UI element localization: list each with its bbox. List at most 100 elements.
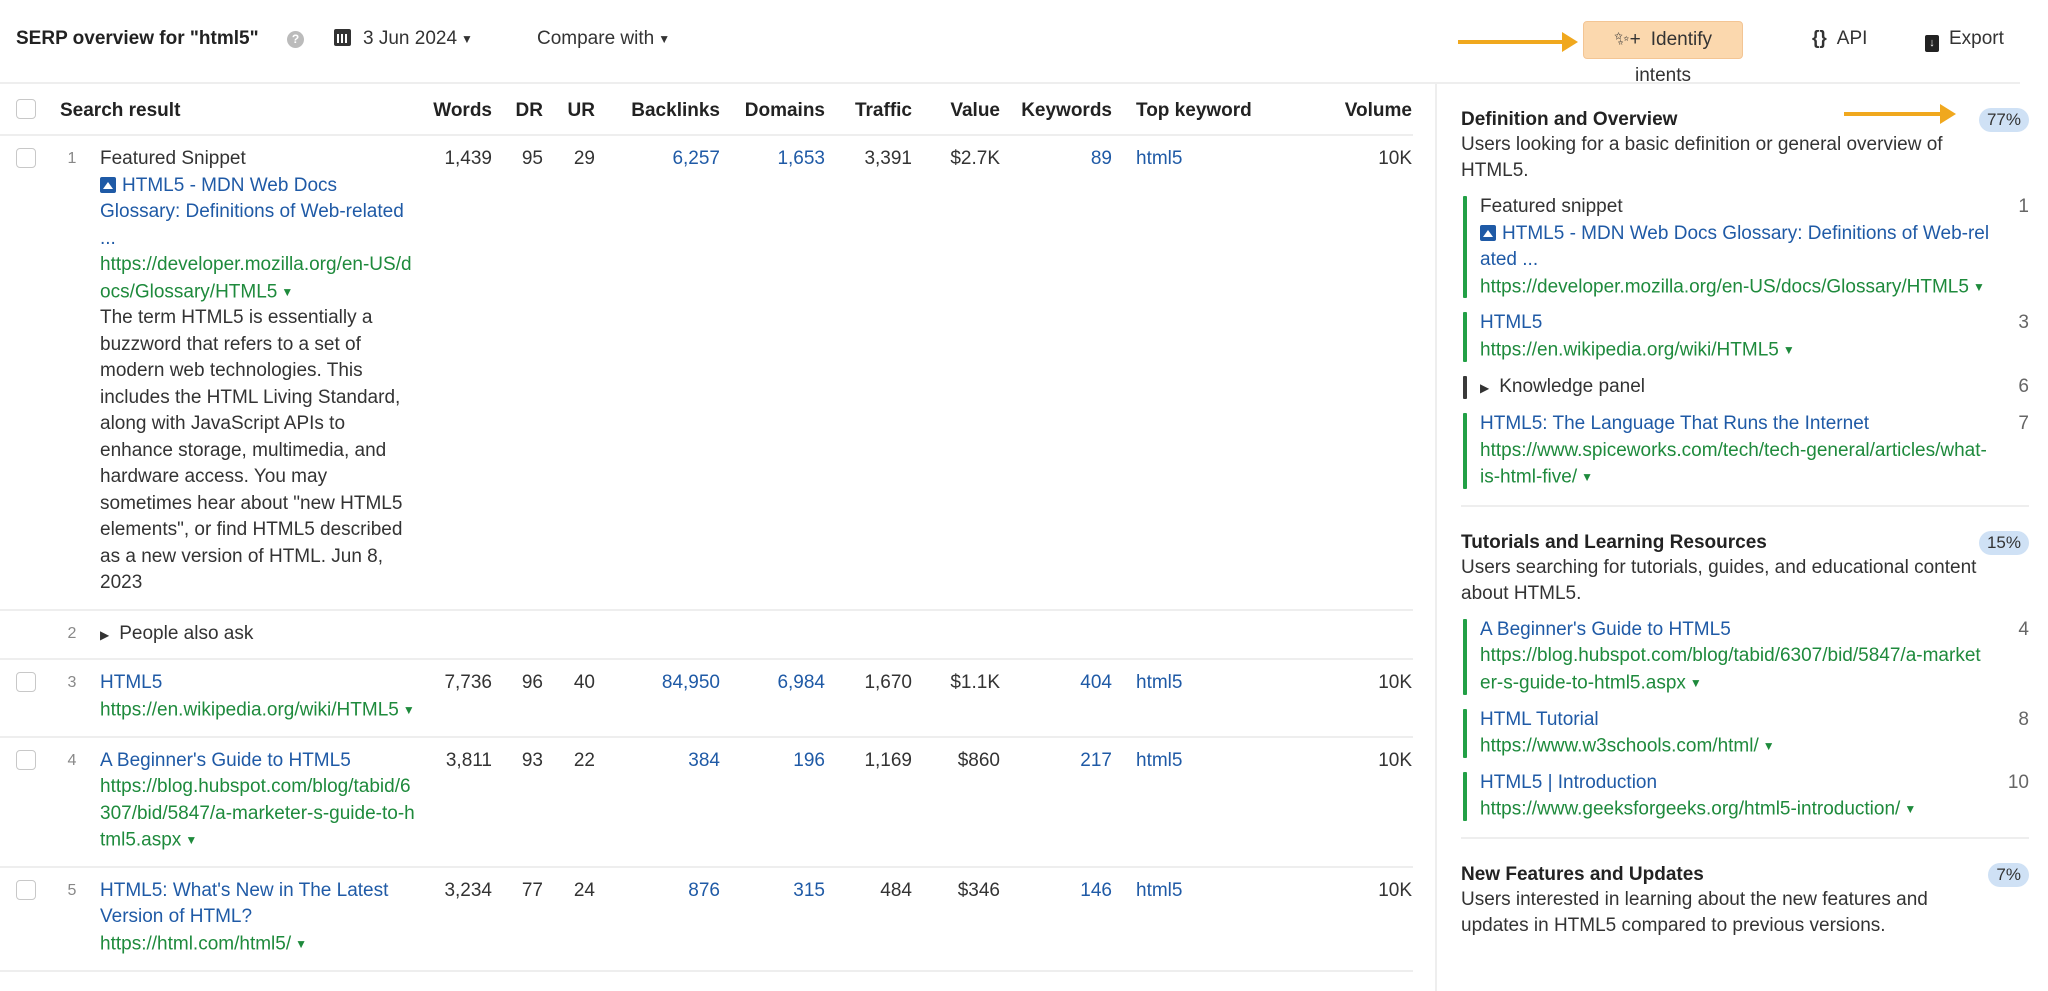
result-url[interactable]: https://developer.mozilla.org/en-US/docs… [1480, 274, 1990, 301]
sparkle-icon: ✨︎+ [1614, 29, 1641, 50]
column-header-dr[interactable]: DR [515, 100, 543, 121]
date-label: 3 Jun 2024 [363, 28, 458, 49]
knowledge-panel-toggle[interactable]: ▶ Knowledge panel [1480, 374, 1990, 402]
identify-intents-button[interactable]: ✨︎+ Identify intents [1583, 21, 1743, 86]
intent-bar [1463, 618, 1467, 695]
result-title: A Beginner's Guide to HTML5 [1480, 618, 1731, 640]
result-title-link[interactable]: HTML5 [100, 670, 418, 697]
cell-top-keyword[interactable]: html5 [1136, 672, 1183, 694]
column-header-words[interactable]: Words [433, 100, 492, 121]
result-url[interactable]: https://www.spiceworks.com/tech/tech-gen… [1480, 438, 1990, 491]
cell-top-keyword[interactable]: html5 [1136, 148, 1183, 169]
table-row: HTML5 https://en.wikipedia.org/wiki/HTML5… [0, 660, 1413, 738]
cell-value: $346 [957, 879, 1000, 901]
result-url-text: https://www.geeksforgeeks.org/html5-intr… [1480, 798, 1901, 820]
result-url[interactable]: https://blog.hubspot.com/blog/tabid/6307… [100, 774, 418, 854]
column-header-backlinks[interactable]: Backlinks [631, 100, 720, 121]
result-title-link[interactable]: A Beginner's Guide to HTML5 [100, 748, 418, 775]
result-url[interactable]: https://html.com/html5/▼ [100, 931, 418, 958]
row-checkbox[interactable] [16, 672, 36, 693]
cell-keywords[interactable]: 146 [1080, 879, 1112, 901]
result-title-link[interactable]: HTML5 - MDN Web Docs Glossary: Definitio… [100, 173, 418, 253]
result-url[interactable]: https://developer.mozilla.org/en-US/docs… [100, 252, 418, 305]
cell-top-keyword[interactable]: html5 [1136, 749, 1183, 771]
compare-with-dropdown[interactable]: Compare with ▼ [537, 28, 670, 50]
column-header-search-result[interactable]: Search result [60, 100, 181, 121]
column-header-top-keyword[interactable]: Top keyword [1136, 100, 1252, 121]
cell-top-keyword[interactable]: html5 [1136, 879, 1183, 901]
intent-result-item: 8 HTML Tutorial https://www.w3schools.com/… [1461, 707, 2029, 760]
api-button[interactable]: {} API [1812, 28, 1867, 50]
select-all-checkbox[interactable] [16, 99, 36, 119]
intent-title: Definition and Overview [1461, 109, 1678, 130]
result-url[interactable]: https://www.w3schools.com/html/▼ [1480, 733, 1990, 760]
result-url[interactable]: https://www.geeksforgeeks.org/html5-intr… [1480, 796, 1990, 823]
intent-result-body: HTML5 | Introduction https://www.geeksfor… [1480, 770, 1990, 823]
caret-down-icon[interactable]: ▼ [1762, 739, 1775, 754]
result-position: 2 [67, 624, 77, 642]
column-header-traffic[interactable]: Traffic [854, 100, 912, 121]
result-title-link[interactable]: HTML5: The Language That Runs the Intern… [1480, 411, 1990, 438]
result-title-link[interactable]: HTML5: What's New in The Latest Version … [100, 878, 418, 931]
caret-down-icon[interactable]: ▼ [1689, 675, 1702, 690]
result-snippet: The term HTML5 is essentially a buzzword… [100, 307, 403, 594]
cell-value: $860 [957, 749, 1000, 771]
result-title-link[interactable]: A Beginner's Guide to HTML5 [1480, 617, 1990, 644]
intent-description: Users searching for tutorials, guides, a… [1461, 556, 1977, 604]
column-header-value[interactable]: Value [950, 100, 1000, 121]
result-title: HTML5 - MDN Web Docs Glossary: Definitio… [1480, 222, 1990, 271]
result-url[interactable]: https://en.wikipedia.org/wiki/HTML5 ▼ [100, 697, 418, 724]
caret-down-icon[interactable]: ▼ [1972, 279, 1985, 294]
row-checkbox[interactable] [16, 879, 36, 900]
caret-down-icon[interactable]: ▼ [1581, 470, 1594, 485]
cell-domains[interactable]: 196 [793, 749, 825, 771]
cell-dr: 95 [521, 148, 543, 169]
cell-backlinks[interactable]: 6,257 [672, 148, 720, 169]
result-title-link[interactable]: HTML5 - MDN Web Docs Glossary: Definitio… [1480, 221, 1990, 274]
people-also-ask-toggle[interactable]: ▶ People also ask [100, 621, 418, 649]
export-label: Export [1949, 28, 2004, 49]
question-circle-icon[interactable]: ? [287, 31, 304, 48]
result-title-link[interactable]: HTML5 | Introduction [1480, 770, 1990, 797]
cell-keywords[interactable]: 89 [1090, 148, 1112, 169]
result-type-label: Featured Snippet [100, 148, 246, 169]
caret-down-icon[interactable]: ▼ [1782, 342, 1795, 357]
cell-backlinks[interactable]: 384 [688, 749, 720, 771]
result-title-link[interactable]: HTML Tutorial [1480, 707, 1990, 734]
download-file-icon: ↓ [1925, 35, 1939, 52]
column-header-keywords[interactable]: Keywords [1021, 100, 1112, 121]
table-row: A Beginner's Guide to HTML5 https://blog.… [0, 738, 1413, 868]
caret-down-icon[interactable]: ▼ [281, 284, 294, 299]
cell-backlinks[interactable]: 876 [688, 879, 720, 901]
intent-result-item: 6 ▶ Knowledge panel [1461, 374, 2029, 402]
row-checkbox[interactable] [16, 749, 36, 770]
cell-domains[interactable]: 1,653 [777, 148, 825, 169]
annotation-arrow [1844, 104, 1956, 124]
result-url[interactable]: https://en.wikipedia.org/wiki/HTML5 ▼ [1480, 337, 1990, 364]
cell-keywords[interactable]: 217 [1080, 749, 1112, 771]
caret-down-icon[interactable]: ▼ [402, 702, 415, 717]
result-title: HTML5 | Introduction [1480, 771, 1658, 793]
column-header-volume[interactable]: Volume [1344, 100, 1412, 121]
result-url[interactable]: https://blog.hubspot.com/blog/tabid/6307… [1480, 643, 1990, 696]
cell-domains[interactable]: 6,984 [777, 672, 825, 694]
people-also-ask-label: People also ask [119, 622, 254, 644]
caret-down-icon[interactable]: ▼ [295, 936, 308, 951]
cell-backlinks[interactable]: 84,950 [661, 672, 720, 694]
column-header-domains[interactable]: Domains [744, 100, 825, 121]
result-position: 4 [2018, 618, 2029, 640]
caret-down-icon[interactable]: ▼ [1904, 802, 1917, 817]
cell-keywords[interactable]: 404 [1080, 672, 1112, 694]
result-url-text: https://blog.hubspot.com/blog/tabid/6307… [100, 776, 415, 851]
date-picker[interactable]: 3 Jun 2024 ▼ [334, 28, 473, 50]
cell-dr: 77 [521, 879, 543, 901]
result-title-link[interactable]: HTML5 [1480, 310, 1990, 337]
result-url-text: https://www.spiceworks.com/tech/tech-gen… [1480, 439, 1987, 488]
column-header-ur[interactable]: UR [567, 100, 595, 121]
cell-domains[interactable]: 315 [793, 879, 825, 901]
export-button[interactable]: ↓ Export [1925, 28, 2004, 52]
row-checkbox[interactable] [16, 148, 36, 168]
caret-down-icon[interactable]: ▼ [185, 833, 198, 848]
result-title: A Beginner's Guide to HTML5 [100, 749, 351, 771]
cell-ur: 22 [573, 749, 595, 771]
